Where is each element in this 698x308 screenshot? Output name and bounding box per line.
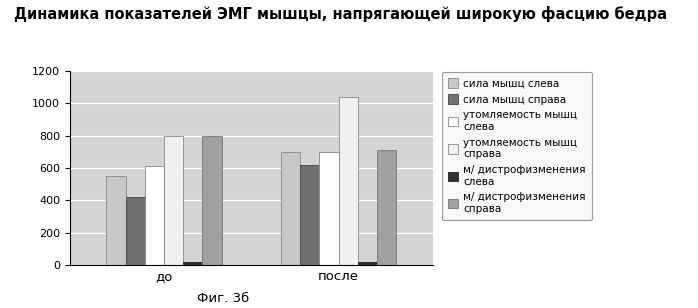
Bar bbox=[202, 136, 221, 265]
Bar bbox=[106, 176, 126, 265]
Bar bbox=[126, 197, 144, 265]
Bar bbox=[358, 262, 377, 265]
Text: Фиг. 3б: Фиг. 3б bbox=[198, 292, 249, 305]
Bar bbox=[183, 262, 202, 265]
Text: Динамика показателей ЭМГ мышцы, напрягающей широкую фасцию бедра: Динамика показателей ЭМГ мышцы, напрягаю… bbox=[14, 6, 667, 22]
Bar bbox=[281, 152, 300, 265]
Bar bbox=[339, 97, 357, 265]
Bar bbox=[319, 152, 339, 265]
Bar bbox=[164, 136, 183, 265]
Legend: сила мышц слева, сила мышц справа, утомляемость мышц
слева, утомляемость мышц
сп: сила мышц слева, сила мышц справа, утомл… bbox=[442, 72, 592, 220]
Bar bbox=[300, 164, 319, 265]
Bar bbox=[144, 166, 164, 265]
Bar bbox=[377, 150, 396, 265]
